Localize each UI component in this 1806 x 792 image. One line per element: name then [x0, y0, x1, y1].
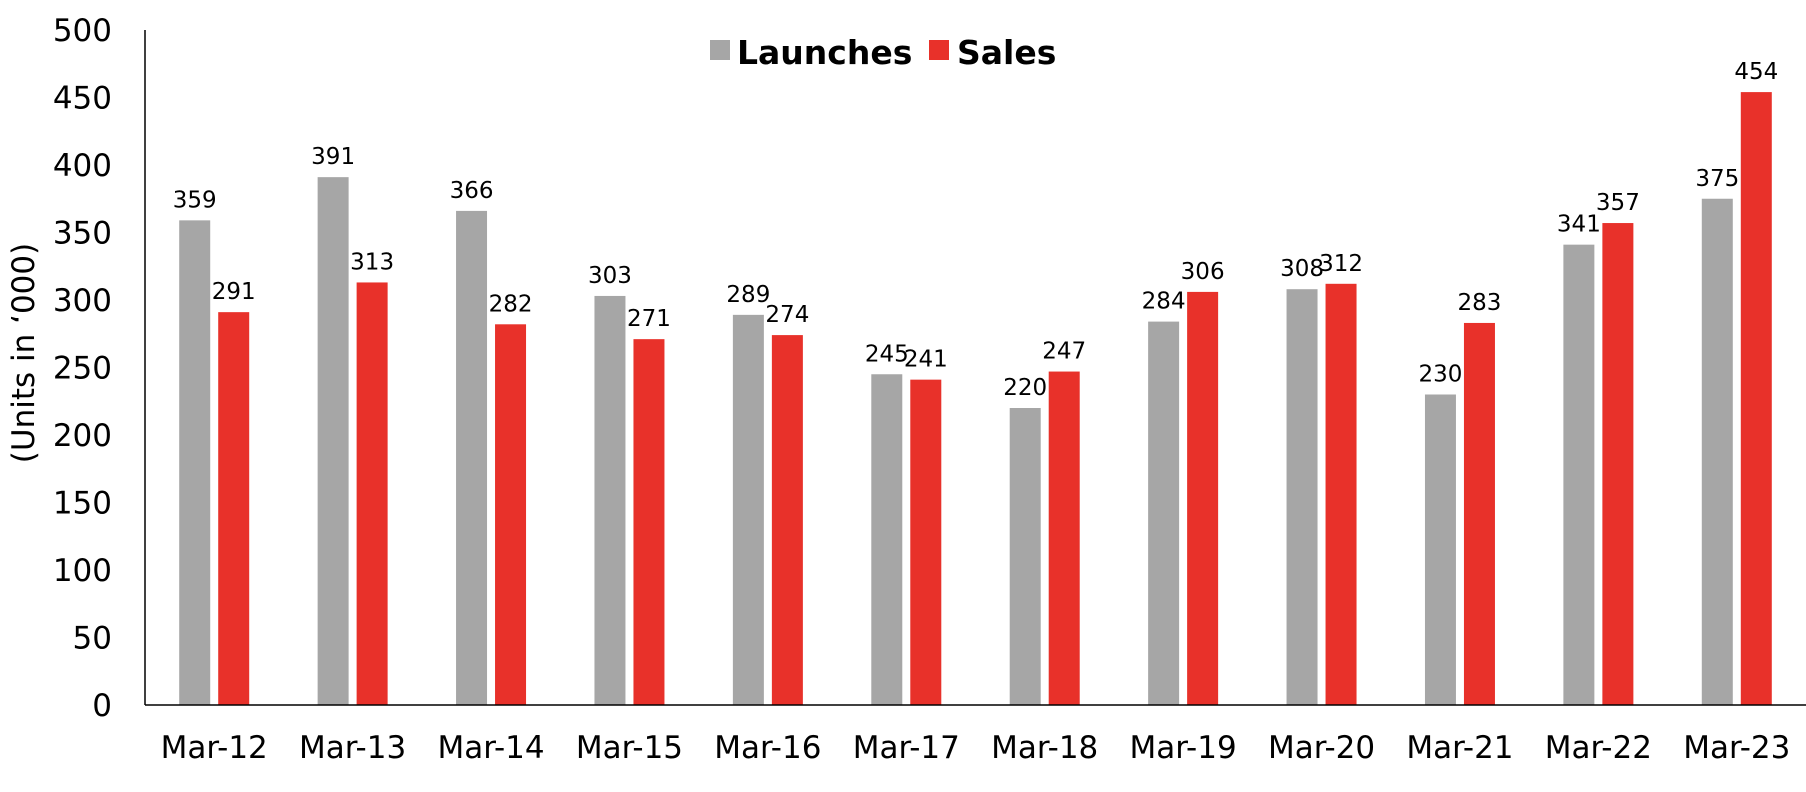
- x-tick-label: Mar-22: [1545, 730, 1652, 766]
- data-label-launches: 303: [588, 263, 632, 289]
- y-tick-label: 100: [53, 553, 112, 589]
- y-tick-label: 250: [53, 351, 112, 387]
- legend: Launches Sales: [710, 33, 1056, 72]
- data-label-launches: 366: [450, 178, 494, 204]
- bar-sales: [495, 324, 527, 705]
- data-label-launches: 359: [173, 187, 217, 213]
- data-label-sales: 271: [627, 306, 671, 332]
- bar-sales: [218, 312, 250, 705]
- bar-sales: [1463, 322, 1495, 705]
- x-tick-label: Mar-15: [576, 730, 683, 766]
- bar-sales: [1602, 223, 1634, 706]
- x-tick-label: Mar-16: [714, 730, 821, 766]
- bar-launches: [1424, 394, 1456, 705]
- x-tick-label: Mar-20: [1268, 730, 1375, 766]
- data-label-sales: 283: [1458, 290, 1502, 316]
- x-tick-label: Mar-14: [437, 730, 544, 766]
- legend-swatch-sales: [929, 40, 949, 60]
- data-label-sales: 274: [765, 302, 809, 328]
- bar-sales: [1048, 371, 1080, 705]
- data-label-launches: 284: [1142, 289, 1186, 315]
- y-tick-label: 150: [53, 486, 112, 522]
- data-label-launches: 289: [726, 282, 770, 308]
- bar-launches: [732, 314, 764, 705]
- x-axis-categories: Mar-12 Mar-13 Mar-14 Mar-15 Mar-16 Mar-17 Mar-…: [161, 730, 1791, 766]
- bar-launches: [594, 295, 626, 705]
- x-tick-label: Mar-18: [991, 730, 1098, 766]
- y-tick-label: 0: [92, 688, 112, 724]
- bar-sales: [1325, 283, 1357, 705]
- data-label-sales: 312: [1319, 251, 1363, 277]
- x-tick-label: Mar-13: [299, 730, 406, 766]
- legend-label-sales: Sales: [957, 33, 1056, 72]
- x-tick-label: Mar-12: [161, 730, 268, 766]
- y-axis-title: (Units in ‘000): [6, 243, 42, 463]
- bar-launches: [1009, 408, 1041, 705]
- y-tick-label: 50: [73, 621, 112, 657]
- bar-sales: [910, 379, 942, 705]
- y-tick-label: 200: [53, 418, 112, 454]
- x-tick-label: Mar-23: [1683, 730, 1790, 766]
- bar-launches: [1148, 321, 1180, 705]
- data-label-sales: 291: [212, 279, 256, 305]
- bar-launches: [1286, 289, 1318, 705]
- x-tick-label: Mar-19: [1130, 730, 1237, 766]
- data-label-sales: 247: [1042, 339, 1086, 365]
- bar-launches: [1563, 244, 1595, 705]
- bar-sales: [633, 339, 665, 705]
- legend-swatch-launches: [710, 40, 730, 60]
- bar-launches: [1701, 198, 1733, 705]
- bar-launches: [456, 210, 488, 705]
- data-label-sales: 306: [1181, 259, 1225, 285]
- y-tick-label: 300: [53, 283, 112, 319]
- bar-sales: [771, 335, 803, 705]
- y-tick-label: 400: [53, 148, 112, 184]
- y-tick-label: 500: [53, 13, 112, 49]
- data-label-launches: 230: [1419, 362, 1463, 388]
- bar-launches: [317, 177, 349, 705]
- x-tick-label: Mar-17: [853, 730, 960, 766]
- y-tick-label: 450: [53, 81, 112, 117]
- bar-launches: [871, 374, 903, 705]
- data-label-sales: 313: [350, 249, 394, 275]
- y-tick-label: 350: [53, 216, 112, 252]
- data-label-launches: 391: [311, 144, 355, 170]
- bar-launches: [179, 220, 211, 705]
- data-label-sales: 357: [1596, 190, 1640, 216]
- data-label-launches: 245: [865, 341, 909, 367]
- bar-sales: [1187, 291, 1219, 705]
- x-tick-label: Mar-21: [1406, 730, 1513, 766]
- legend-label-launches: Launches: [737, 33, 912, 72]
- data-label-launches: 308: [1280, 256, 1324, 282]
- data-label-sales: 454: [1734, 59, 1778, 85]
- data-label-launches: 341: [1557, 212, 1601, 238]
- data-label-sales: 241: [904, 347, 948, 373]
- bars: [179, 92, 1772, 706]
- y-axis-ticks: 0 50 100 150 200 250 300 350 400 450 500: [53, 13, 112, 724]
- bar-sales: [1740, 92, 1772, 706]
- data-label-sales: 282: [489, 291, 533, 317]
- bar-sales: [356, 282, 388, 705]
- data-label-launches: 220: [1003, 375, 1047, 401]
- data-label-launches: 375: [1695, 166, 1739, 192]
